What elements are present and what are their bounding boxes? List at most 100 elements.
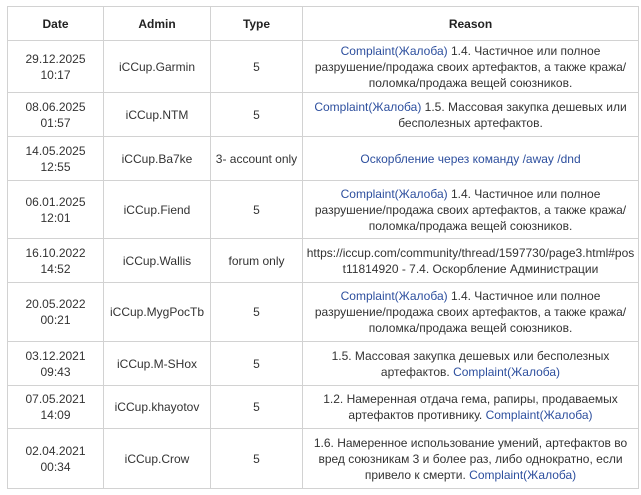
- time: 00:21: [40, 313, 71, 327]
- date-cell: 14.05.2025 12:55: [7, 136, 104, 181]
- reason-text: 1.5. Массовая закупка дешевых или беспол…: [398, 99, 627, 130]
- reason-cell: Complaint(Жалоба) 1.4. Частичное или пол…: [302, 282, 639, 342]
- date: 03.12.2021: [25, 348, 86, 363]
- reason-text: https://iccup.com/community/thread/15977…: [306, 245, 635, 276]
- type-cell: 5: [210, 40, 303, 93]
- date: 02.04.2021: [25, 443, 86, 458]
- admin-cell: iCCup.Garmin: [103, 40, 211, 93]
- type-cell: 5: [210, 341, 303, 386]
- reason-cell: Complaint(Жалоба) 1.4. Частичное или пол…: [302, 180, 639, 239]
- ban-type: 5: [253, 59, 260, 74]
- admin-name: iCCup.khayotov: [114, 400, 200, 414]
- time: 14:09: [40, 408, 71, 422]
- ban-type: 5: [253, 400, 260, 414]
- table-row: 06.01.2025 12:01 iCCup.Fiend 5 Complaint(Жал…: [7, 180, 639, 239]
- admin-cell: iCCup.Wallis: [103, 238, 211, 283]
- date-cell: 08.06.2025 01:57: [7, 92, 104, 137]
- table-row: 03.12.2021 09:43 iCCup.M-SHox 5 1.5. Массова…: [7, 341, 639, 386]
- reason-cell: Оскорбление через команду /away /dnd: [302, 136, 639, 181]
- date-cell: 16.10.2022 14:52: [7, 238, 104, 283]
- date-cell: 07.05.2021 14:09: [7, 385, 104, 429]
- complaint-link[interactable]: Оскорбление через команду /away /dnd: [360, 151, 581, 166]
- admin-name: iCCup.Wallis: [122, 253, 192, 268]
- reason-text: 1.6. Намеренное использование умений, ар…: [313, 435, 628, 482]
- date: 20.05.2022: [25, 297, 86, 311]
- complaint-link[interactable]: Complaint(Жалоба): [340, 186, 448, 201]
- time: 00:34: [40, 459, 71, 474]
- table-row: 16.10.2022 14:52 iCCup.Wallis forum only htt…: [7, 238, 639, 283]
- type-cell: 5: [210, 428, 303, 489]
- date-cell: 06.01.2025 12:01: [7, 180, 104, 239]
- ban-type: 5: [253, 202, 260, 217]
- ban-type: 3- account only: [215, 151, 298, 166]
- reason-cell: 1.6. Намеренное использование умений, ар…: [302, 428, 639, 489]
- type-cell: 5: [210, 282, 303, 342]
- ban-type: 5: [253, 356, 260, 371]
- reason-text: 1.2. Намеренная отдача гема, рапиры, про…: [323, 392, 618, 422]
- date-cell: 29.12.2025 10:17: [7, 40, 104, 93]
- complaint-link[interactable]: Complaint(Жалоба): [314, 99, 422, 114]
- date: 14.05.2025: [25, 143, 86, 158]
- date: 16.10.2022: [25, 245, 86, 260]
- date: 08.06.2025: [25, 99, 86, 114]
- date-cell: 20.05.2022 00:21: [7, 282, 104, 342]
- reason-cell: https://iccup.com/community/thread/15977…: [302, 238, 639, 283]
- ban-type: 5: [253, 305, 260, 319]
- header-type: Type: [210, 6, 303, 41]
- complaint-link[interactable]: Complaint(Жалоба): [485, 408, 593, 422]
- admin-cell: iCCup.Crow: [103, 428, 211, 489]
- ban-type: 5: [253, 451, 260, 466]
- reason-cell: 1.5. Массовая закупка дешевых или беспол…: [302, 341, 639, 386]
- admin-name: iCCup.MygPocTb: [109, 305, 205, 319]
- complaint-link[interactable]: Complaint(Жалоба): [469, 467, 577, 482]
- admin-cell: iCCup.NTM: [103, 92, 211, 137]
- table-row: 29.12.2025 10:17 iCCup.Garmin 5 Complaint(Жа…: [7, 40, 639, 93]
- table-header: Date Admin Type Reason: [7, 6, 639, 41]
- admin-name: iCCup.Crow: [124, 451, 190, 466]
- time: 14:52: [40, 261, 71, 276]
- type-cell: forum only: [210, 238, 303, 283]
- complaint-link[interactable]: Complaint(Жалоба): [340, 43, 448, 58]
- admin-cell: iCCup.MygPocTb: [103, 282, 211, 342]
- admin-cell: iCCup.Ba7ke: [103, 136, 211, 181]
- header-date: Date: [7, 6, 104, 41]
- admin-cell: iCCup.Fiend: [103, 180, 211, 239]
- table-row: 20.05.2022 00:21 iCCup.MygPocTb 5 Complaint(…: [7, 282, 639, 342]
- admin-cell: iCCup.khayotov: [103, 385, 211, 429]
- time: 12:55: [40, 159, 71, 174]
- punishment-table: Date Admin Type Reason 29.12.2025 10:17 iC…: [7, 6, 639, 489]
- complaint-link[interactable]: Complaint(Жалоба): [340, 289, 448, 303]
- type-cell: 5: [210, 385, 303, 429]
- type-cell: 5: [210, 92, 303, 137]
- reason-cell: Complaint(Жалоба) 1.5. Массовая закупка …: [302, 92, 639, 137]
- complaint-link[interactable]: Complaint(Жалоба): [453, 364, 561, 379]
- table-row: 14.05.2025 12:55 iCCup.Ba7ke 3- account onl…: [7, 136, 639, 181]
- date-cell: 03.12.2021 09:43: [7, 341, 104, 386]
- admin-name: iCCup.Garmin: [118, 59, 196, 74]
- table-row: 07.05.2021 14:09 iCCup.khayotov 5 1.2. Намер…: [7, 385, 639, 429]
- reason-text: 1.4. Частичное или полное разрушение/про…: [314, 43, 627, 90]
- admin-cell: iCCup.M-SHox: [103, 341, 211, 386]
- reason-cell: 1.2. Намеренная отдача гема, рапиры, про…: [302, 385, 639, 429]
- date: 06.01.2025: [25, 194, 86, 209]
- date: 29.12.2025: [25, 51, 86, 66]
- time: 09:43: [40, 364, 71, 379]
- admin-name: iCCup.M-SHox: [116, 356, 197, 371]
- header-reason: Reason: [302, 6, 639, 41]
- reason-cell: Complaint(Жалоба) 1.4. Частичное или пол…: [302, 40, 639, 93]
- admin-name: iCCup.NTM: [125, 107, 189, 122]
- ban-type: 5: [253, 107, 260, 122]
- date: 07.05.2021: [25, 392, 86, 406]
- time: 01:57: [40, 115, 71, 130]
- date-cell: 02.04.2021 00:34: [7, 428, 104, 489]
- time: 10:17: [40, 67, 71, 82]
- admin-name: iCCup.Ba7ke: [121, 151, 193, 166]
- reason-text: 1.4. Частичное или полное разрушение/про…: [314, 186, 627, 233]
- admin-name: iCCup.Fiend: [123, 202, 191, 217]
- ban-type: forum only: [228, 253, 285, 268]
- type-cell: 3- account only: [210, 136, 303, 181]
- time: 12:01: [40, 210, 71, 225]
- table-row: 08.06.2025 01:57 iCCup.NTM 5 Complaint(Жалоб…: [7, 92, 639, 137]
- reason-text: 1.5. Массовая закупка дешевых или беспол…: [331, 348, 610, 379]
- table-row: 02.04.2021 00:34 iCCup.Crow 5 1.6. Намеренно…: [7, 428, 639, 489]
